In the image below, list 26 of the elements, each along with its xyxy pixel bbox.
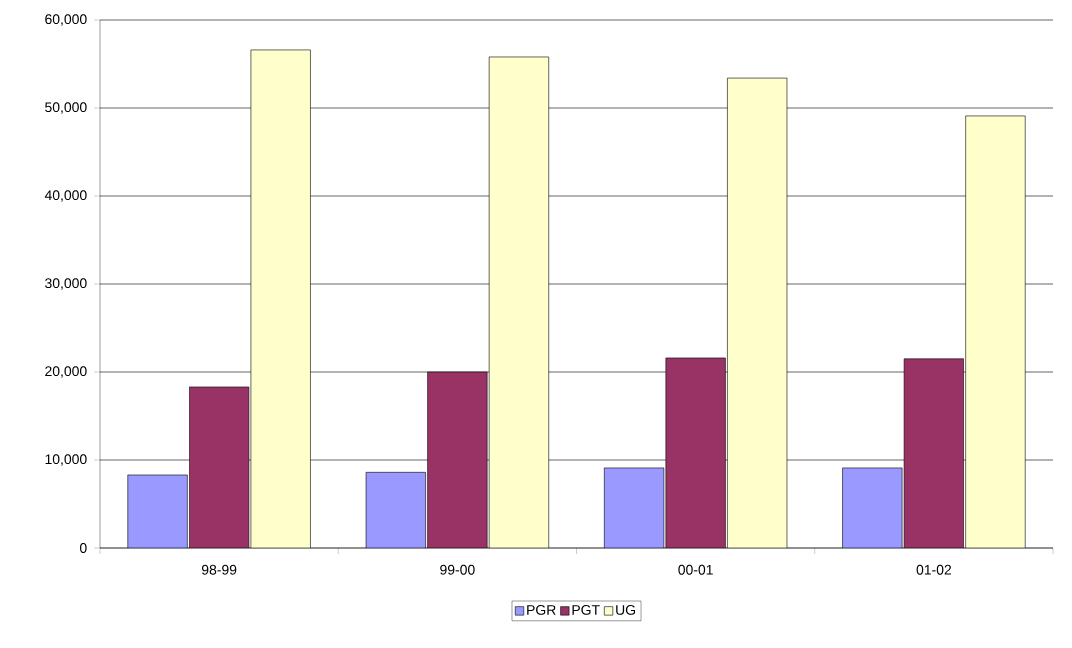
y-tick-label: 20,000 xyxy=(45,366,87,378)
bar xyxy=(365,472,426,548)
bar xyxy=(488,56,550,548)
x-tick-label: 01-02 xyxy=(916,564,952,575)
bar xyxy=(127,474,188,548)
bar xyxy=(727,77,788,548)
bar xyxy=(604,467,665,548)
bar xyxy=(250,49,311,548)
y-tick-label: 0 xyxy=(79,543,87,553)
y-tick-label: 10,000 xyxy=(45,454,87,466)
x-tick-label: 00-01 xyxy=(678,564,713,575)
bar xyxy=(965,115,1026,548)
legend-label: PGT xyxy=(572,604,600,615)
bar xyxy=(427,371,488,548)
y-tick-label: 60,000 xyxy=(45,14,87,26)
bar xyxy=(903,358,964,548)
legend-label: PGR xyxy=(527,604,556,615)
x-tick-label: 99-00 xyxy=(440,564,475,575)
bar xyxy=(842,467,903,548)
bar xyxy=(665,357,726,548)
bar xyxy=(189,386,250,548)
x-tick-label: 98-99 xyxy=(201,564,237,575)
y-tick-label: 40,000 xyxy=(44,190,87,202)
y-tick-label: 30,000 xyxy=(45,278,87,290)
legend-label: UG xyxy=(616,604,636,615)
y-tick-label: 50,000 xyxy=(45,102,87,114)
